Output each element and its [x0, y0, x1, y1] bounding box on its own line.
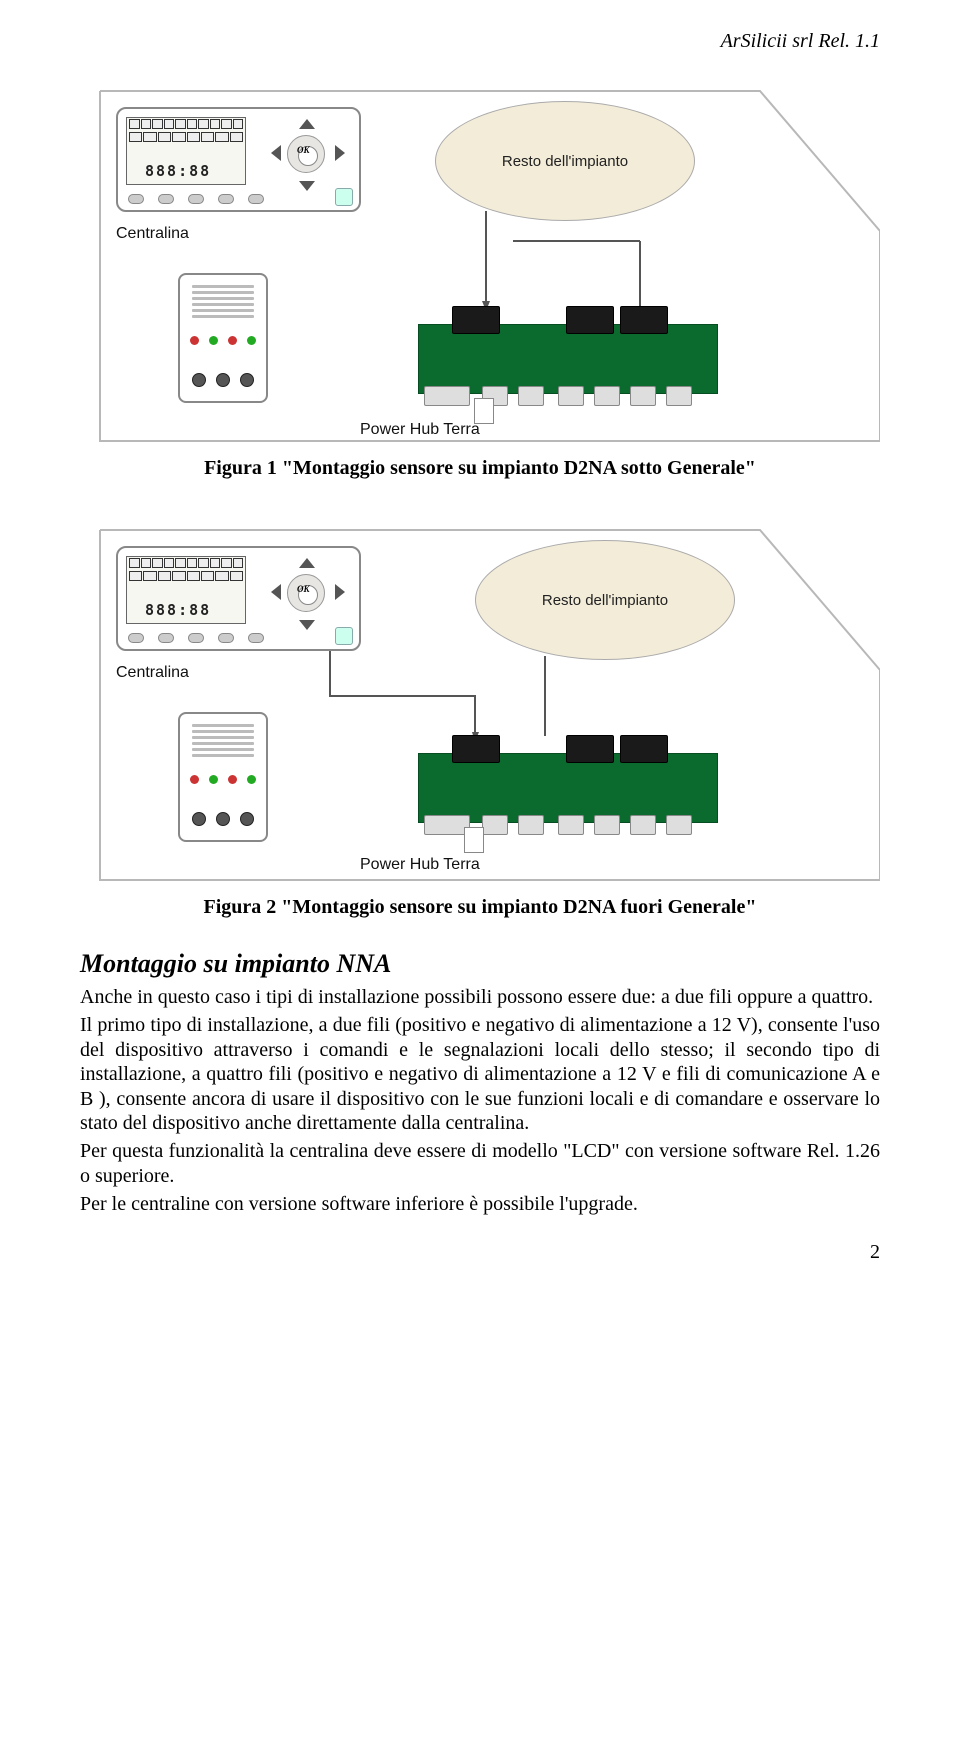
resto-label: Resto dell'impianto: [502, 153, 628, 170]
paragraph-2: Il primo tipo di installazione, a due fi…: [80, 1013, 880, 1135]
brand-logo-icon: [335, 627, 353, 645]
ok-button-label: OK: [297, 584, 310, 594]
paragraph-1: Anche in questo caso i tipi di installaz…: [80, 985, 880, 1009]
centralina-panel: 888:88 OK: [116, 107, 361, 212]
centralina-label: Centralina: [116, 664, 189, 682]
power-hub-board: [418, 735, 718, 835]
wall-sensor-panel: [178, 712, 268, 842]
resto-oval: Resto dell'impianto: [435, 101, 695, 221]
figure-2-caption: Figura 2 "Montaggio sensore su impianto …: [80, 896, 880, 919]
resto-label: Resto dell'impianto: [542, 592, 668, 609]
centralina-label: Centralina: [116, 225, 189, 243]
paragraph-4: Per le centraline con versione software …: [80, 1192, 880, 1216]
resto-oval: Resto dell'impianto: [475, 540, 735, 660]
wall-sensor-panel: [178, 273, 268, 403]
ok-button-label: OK: [297, 145, 310, 155]
centralina-buttons[interactable]: [128, 633, 264, 643]
lcd-screen: 888:88: [126, 117, 246, 185]
powerhub-label: Power Hub Terra: [360, 856, 480, 874]
lcd-digits: 888:88: [145, 601, 211, 619]
powerhub-label: Power Hub Terra: [360, 421, 480, 439]
figure-1-caption: Figura 1 "Montaggio sensore su impianto …: [80, 457, 880, 480]
lcd-screen: 888:88: [126, 556, 246, 624]
sensor-buttons[interactable]: [180, 812, 266, 826]
sensor-leds: [180, 775, 266, 784]
section-heading: Montaggio su impianto NNA: [80, 949, 880, 979]
figure-1: 888:88 OK Resto dell'impianto: [80, 71, 880, 480]
nav-pad[interactable]: OK: [263, 552, 349, 632]
nav-pad[interactable]: OK: [263, 113, 349, 193]
sensor-leds: [180, 336, 266, 345]
lcd-digits: 888:88: [145, 162, 211, 180]
centralina-panel: 888:88 OK: [116, 546, 361, 651]
brand-logo-icon: [335, 188, 353, 206]
page-number: 2: [80, 1241, 880, 1264]
figure-2: 888:88 OK Resto dell'impianto: [80, 510, 880, 919]
paragraph-3: Per questa funzionalità la centralina de…: [80, 1139, 880, 1188]
page-header: ArSilicii srl Rel. 1.1: [80, 30, 880, 53]
sensor-buttons[interactable]: [180, 373, 266, 387]
power-hub-board: [418, 306, 718, 406]
centralina-buttons[interactable]: [128, 194, 264, 204]
